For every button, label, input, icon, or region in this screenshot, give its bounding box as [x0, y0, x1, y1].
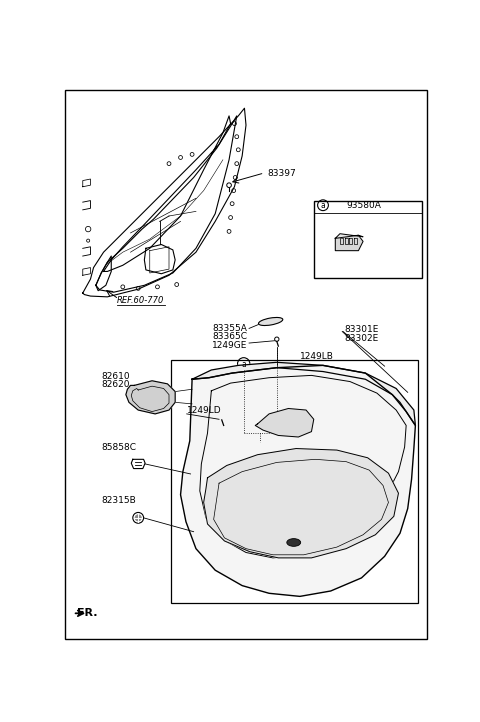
Text: 85858C: 85858C	[101, 443, 136, 452]
Text: 82620: 82620	[101, 380, 130, 389]
Text: 83365C: 83365C	[212, 332, 247, 342]
Text: 82610: 82610	[101, 372, 130, 380]
Polygon shape	[255, 409, 314, 437]
Polygon shape	[336, 234, 363, 238]
Polygon shape	[336, 235, 363, 251]
Text: 83302E: 83302E	[345, 334, 379, 343]
Text: REF.60-770: REF.60-770	[117, 296, 164, 305]
Text: 1249LD: 1249LD	[187, 406, 221, 415]
Text: 82315B: 82315B	[101, 496, 136, 505]
Polygon shape	[180, 365, 415, 596]
Text: 93580A: 93580A	[347, 201, 382, 209]
Polygon shape	[126, 380, 175, 414]
Circle shape	[135, 515, 141, 521]
Text: 1249LB: 1249LB	[300, 352, 334, 361]
Polygon shape	[192, 362, 415, 425]
Polygon shape	[204, 448, 398, 558]
Text: a: a	[321, 201, 325, 210]
Text: 83301E: 83301E	[345, 326, 379, 334]
Ellipse shape	[259, 318, 283, 326]
Ellipse shape	[287, 539, 300, 547]
Text: FR.: FR.	[77, 609, 97, 618]
Bar	[314, 201, 421, 277]
Bar	[171, 360, 418, 603]
Text: a: a	[241, 360, 246, 369]
Text: 83397: 83397	[267, 169, 296, 178]
Text: 83355A: 83355A	[212, 323, 247, 333]
Text: 1249GE: 1249GE	[212, 341, 248, 349]
